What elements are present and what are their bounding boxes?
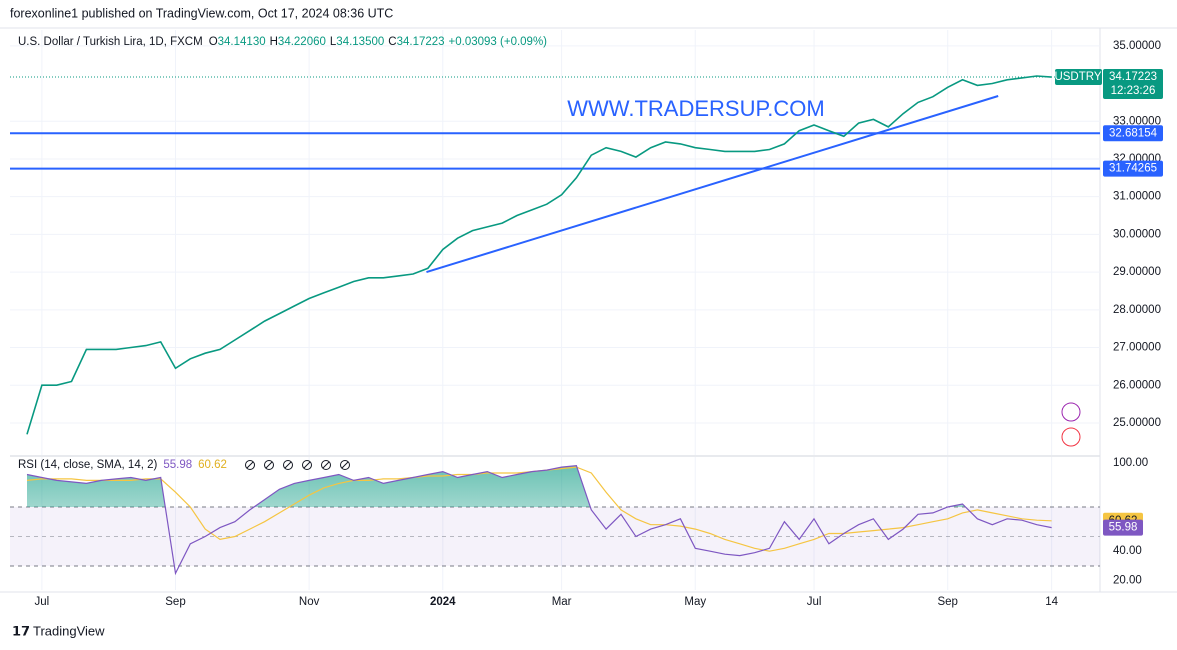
flag-icon[interactable] <box>1061 427 1081 447</box>
y-tick-label: 27.00000 <box>1113 342 1161 354</box>
footer: 𝟭𝟳 TradingView <box>12 623 105 638</box>
symbol-label-box <box>1055 69 1102 86</box>
ohlc-value: 34.13500 <box>336 36 384 48</box>
ohlc-key: L <box>330 36 337 48</box>
ohlc-value: 34.17223 <box>397 36 445 48</box>
hline-label: 31.74265 <box>1109 163 1157 175</box>
y-tick-label: 100.00 <box>1113 457 1148 469</box>
y-tick-label: 26.00000 <box>1113 379 1161 391</box>
x-tick-label: Jul <box>34 596 49 608</box>
watermark: WWW.TRADERSUP.COM <box>567 96 824 121</box>
logo-mark: 𝟭𝟳 <box>12 623 30 638</box>
change: +0.03093 (+0.09%) <box>449 36 548 48</box>
ohlc-value: 34.14130 <box>218 36 266 48</box>
ohlc-value: 34.22060 <box>278 36 326 48</box>
x-tick-label: 2024 <box>430 596 456 608</box>
x-tick-label: Jul <box>807 596 822 608</box>
hidden-input-icon <box>340 460 350 470</box>
y-tick-label: 29.00000 <box>1113 266 1161 278</box>
sma-value: 60.62 <box>198 459 227 471</box>
countdown-label: 12:23:26 <box>1111 85 1156 97</box>
hidden-input-icon <box>341 461 349 469</box>
hidden-input-icon <box>246 461 254 469</box>
value-label-box <box>1103 519 1143 536</box>
hidden-input-icon <box>265 461 273 469</box>
y-tick-label: 28.00000 <box>1113 304 1161 316</box>
alert-icon[interactable] <box>1061 402 1081 422</box>
rsi-overbought-fill <box>27 465 1052 507</box>
price-label-box <box>1103 69 1163 100</box>
rsi-title: RSI (14, close, SMA, 14, 2) <box>18 459 158 471</box>
hidden-input-icon <box>264 460 274 470</box>
price-label-box <box>1103 160 1163 177</box>
x-tick-label: Mar <box>552 596 572 608</box>
price-label-box <box>1103 125 1163 142</box>
hidden-input-icon <box>245 460 255 470</box>
hidden-input-icon <box>322 461 330 469</box>
rsi-value: 55.98 <box>163 459 192 471</box>
y-tick-label: 31.00000 <box>1113 191 1161 203</box>
rsi-legend: RSI (14, close, SMA, 14, 2) 55.98 60.62 <box>18 459 227 471</box>
published-note: forexonline1 published on TradingView.co… <box>10 6 393 20</box>
x-tick-label: May <box>684 596 706 608</box>
ohlc-key: O <box>209 36 218 48</box>
hidden-input-icon <box>302 460 312 470</box>
price-line <box>26 75 1052 435</box>
hidden-input-icon <box>284 461 292 469</box>
hidden-input-icon <box>283 460 293 470</box>
y-tick-label: 40.00 <box>1113 545 1142 557</box>
price-legend: U.S. Dollar / Turkish Lira, 1D, FXCM O34.… <box>18 36 547 48</box>
y-tick-label: 25.00000 <box>1113 417 1161 429</box>
side-icons <box>1061 402 1081 447</box>
y-tick-label: 30.00000 <box>1113 228 1161 240</box>
hidden-input-icon <box>321 460 331 470</box>
y-tick-label: 33.00000 <box>1113 115 1161 127</box>
hline-label: 32.68154 <box>1109 127 1158 139</box>
ohlc-key: H <box>270 36 278 48</box>
last-price-label: 34.17223 <box>1109 71 1157 83</box>
value-label: 55.98 <box>1109 522 1138 534</box>
hidden-input-icon <box>303 461 311 469</box>
x-tick-label: Sep <box>937 596 957 608</box>
trendline <box>426 95 999 274</box>
y-tick-label: 20.00 <box>1113 575 1142 587</box>
x-tick-label: Nov <box>299 596 320 608</box>
ohlc-key: C <box>388 36 396 48</box>
brand: TradingView <box>33 623 105 638</box>
x-tick-label: 14 <box>1045 596 1058 608</box>
symbol-title: U.S. Dollar / Turkish Lira, 1D, FXCM <box>18 36 203 48</box>
y-tick-label: 35.00000 <box>1113 40 1161 52</box>
x-tick-label: Sep <box>165 596 185 608</box>
rsi-line <box>26 465 1052 576</box>
symbol-label: USDTRY <box>1054 71 1101 83</box>
